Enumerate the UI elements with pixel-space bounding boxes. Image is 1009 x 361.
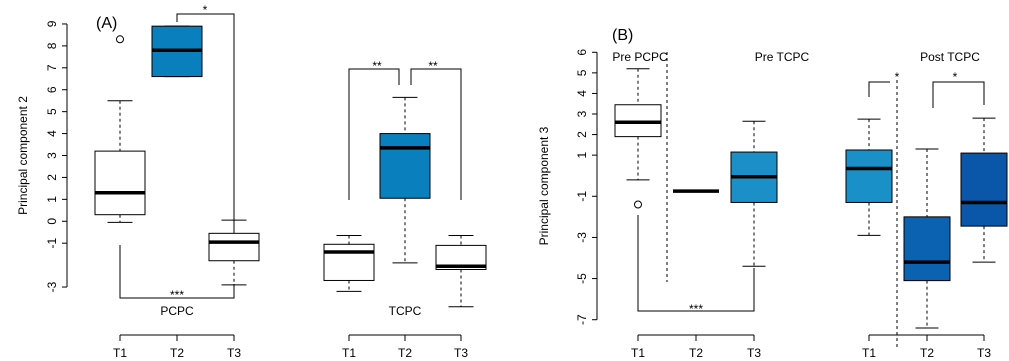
significance-label: *: [895, 70, 900, 84]
x-tick-label: T3: [454, 346, 468, 360]
x-tick-label: T1: [113, 346, 127, 360]
significance-label: **: [372, 59, 382, 73]
x-tick-label: T2: [170, 346, 184, 360]
x-tick-label: T2: [920, 346, 934, 360]
y-axis-label: Principal component 3: [537, 126, 551, 245]
y-tick-label: 9: [45, 20, 59, 27]
significance-label: **: [428, 59, 438, 73]
significance-bracket: [932, 81, 985, 108]
group-label: PCPC: [160, 304, 194, 318]
y-tick-label: -1: [575, 191, 589, 202]
y-tick-label: 2: [575, 131, 589, 138]
significance-label: *: [953, 70, 958, 84]
y-tick-label: 4: [45, 130, 59, 137]
y-tick-label: 3: [575, 110, 589, 117]
panel-title: (B): [612, 27, 633, 44]
y-tick-label: 6: [45, 86, 59, 93]
x-tick-label: T1: [631, 346, 645, 360]
y-tick-label: 1: [575, 151, 589, 158]
significance-bracket: [868, 81, 890, 97]
box: [323, 243, 375, 281]
x-tick-label: T1: [342, 346, 356, 360]
y-tick-label: -1: [45, 238, 59, 249]
significance-label: ***: [170, 288, 184, 302]
group-label: TCPC: [389, 304, 422, 318]
x-tick-label: T3: [977, 346, 991, 360]
y-tick-label: 1: [45, 196, 59, 203]
box: [845, 149, 893, 203]
outlier: [634, 200, 642, 209]
y-tick-label: 0: [45, 218, 59, 225]
y-tick-label: 3: [45, 152, 59, 159]
y-tick-label: 8: [45, 42, 59, 49]
x-tick-label: T1: [862, 346, 876, 360]
y-tick-label: 4: [575, 90, 589, 97]
group-label: Pre TCPC: [755, 50, 810, 64]
box: [960, 152, 1008, 227]
box: [208, 232, 260, 262]
significance-label: ***: [689, 302, 703, 316]
group-label: Pre PCPC: [612, 50, 668, 64]
y-tick-label: 5: [45, 108, 59, 115]
y-axis-label: Principal component 2: [16, 96, 30, 215]
y-tick-label: -5: [575, 273, 589, 284]
x-tick-label: T3: [227, 346, 241, 360]
significance-bracket: [176, 13, 235, 235]
y-tick-label: 2: [45, 174, 59, 181]
y-tick-label: -3: [575, 232, 589, 243]
y-tick-label: 6: [575, 49, 589, 56]
significance-bracket: [119, 245, 235, 299]
x-tick-label: T3: [747, 346, 761, 360]
x-tick-label: T2: [689, 346, 703, 360]
significance-label: *: [203, 3, 208, 17]
box: [94, 150, 146, 216]
y-tick-label: -3: [45, 281, 59, 292]
significance-bracket: [410, 68, 462, 200]
x-tick-label: T2: [398, 346, 412, 360]
significance-bracket: [348, 68, 400, 200]
box: [379, 133, 431, 199]
separators: [666, 52, 898, 350]
y-tick-label: 5: [575, 69, 589, 76]
panel-title: (A): [96, 15, 117, 32]
significance-bracket: [637, 215, 755, 312]
y-tick-label: 7: [45, 64, 59, 71]
box: [903, 216, 951, 282]
group-label: Post TCPC: [920, 50, 980, 64]
y-tick-label: -7: [575, 314, 589, 325]
outlier: [116, 35, 124, 44]
